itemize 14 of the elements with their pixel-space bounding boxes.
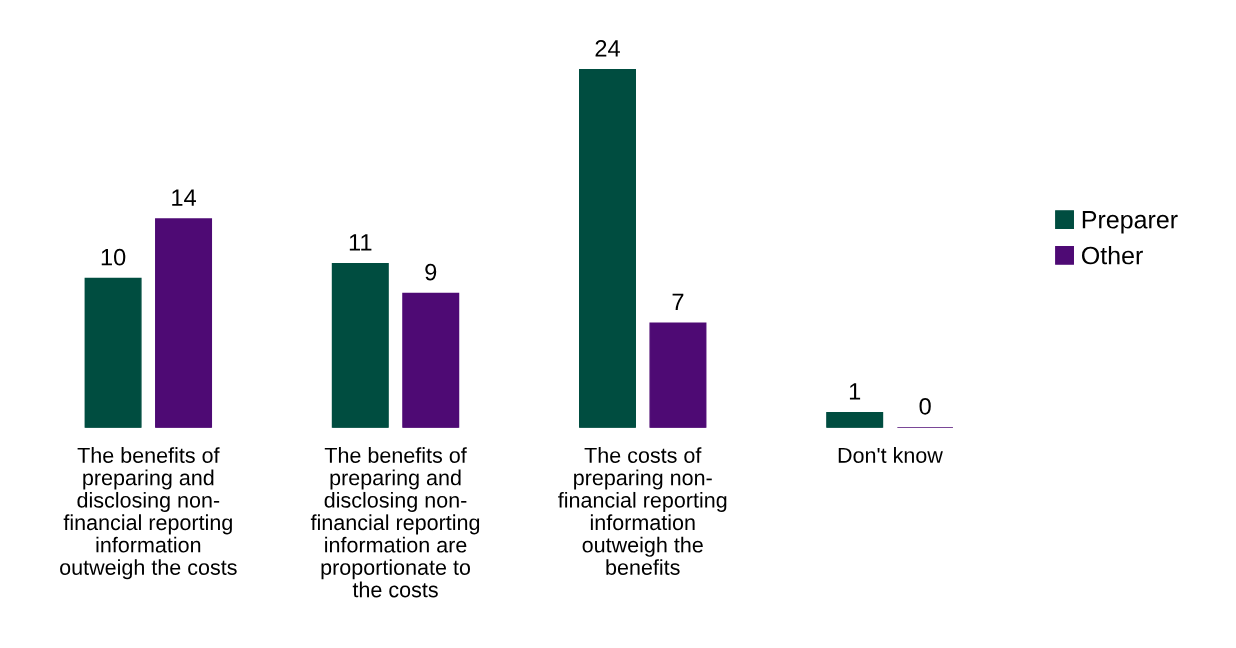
data-label: 9: [425, 263, 437, 281]
data-label: 14: [172, 189, 196, 206]
legend-label: Preparer: [1082, 211, 1178, 234]
data-label: 1: [849, 383, 861, 400]
legend-label: Other: [1081, 246, 1143, 265]
x-tick-label: The benefits of preparing and disclosing non-financial reporting information are proportionate to the costs: [310, 447, 480, 598]
data-label: 24: [595, 40, 620, 57]
x-tick-label: The benefits of preparing and disclosing non-financial reporting information outweigh the costs: [60, 447, 237, 580]
data-label: 11: [349, 234, 372, 251]
data-label: 0: [919, 397, 931, 415]
data-label: 10: [101, 248, 126, 266]
x-tick-label: The costs of preparing non-financial reporting information outweigh the benefits: [558, 447, 727, 575]
x-tick-label: Don't know: [838, 447, 943, 463]
data-label: 7: [672, 293, 684, 311]
